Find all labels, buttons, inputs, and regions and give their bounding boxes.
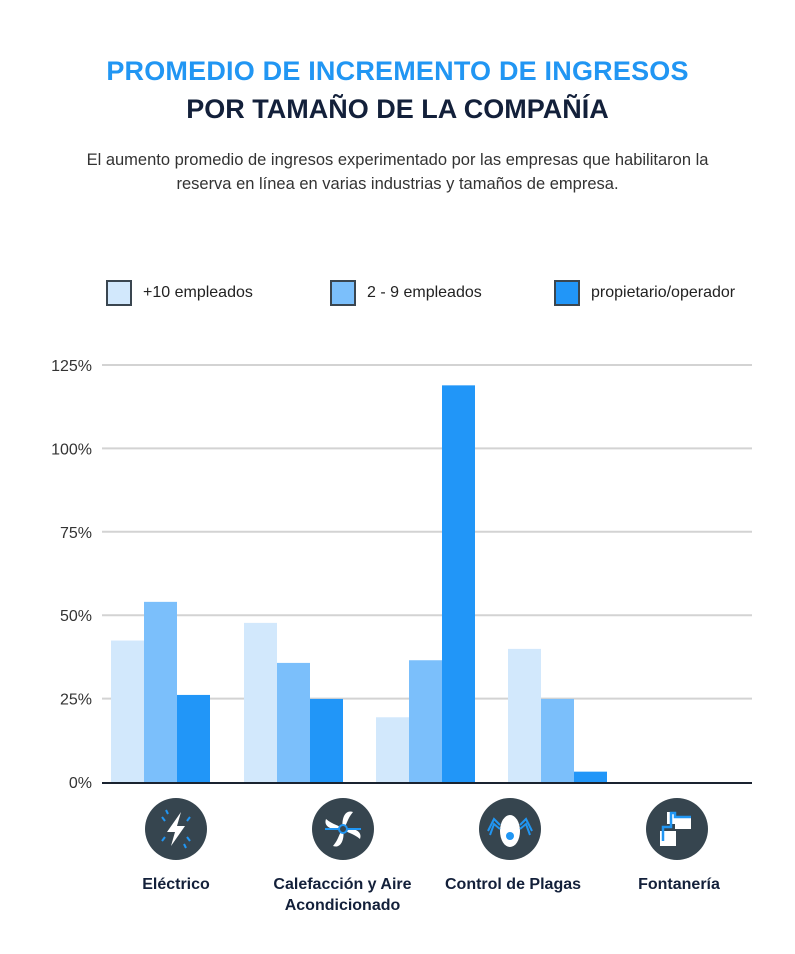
bar (376, 717, 409, 782)
bar (409, 660, 442, 782)
legend-label: propietario/operador (591, 284, 736, 301)
bar (144, 601, 177, 782)
legend-item-10-plus: +10 empleados (106, 280, 253, 306)
bar (310, 698, 343, 782)
y-tick-label: 100% (51, 441, 92, 458)
bar (244, 622, 277, 782)
subtitle: El aumento promedio de ingresos experime… (86, 151, 709, 193)
y-tick-label: 0% (69, 775, 92, 792)
category-label-fontaneria: Fontanería (638, 876, 720, 893)
bar (111, 640, 144, 782)
bar (442, 385, 475, 782)
y-tick-label: 25% (60, 692, 92, 709)
y-tick-label: 50% (60, 608, 92, 625)
bar (277, 662, 310, 782)
category-label-control-plagas: Control de Plagas (444, 876, 582, 893)
y-tick-label: 75% (60, 525, 92, 542)
legend-label: +10 empleados (143, 284, 253, 301)
title-line-2: POR TAMAÑO DE LA COMPAÑÍA (186, 94, 609, 124)
category-label-calefaccion: Calefacción y Aire Acondicionado (273, 876, 412, 914)
legend-item-owner: propietario/operador (554, 280, 735, 306)
bar (574, 771, 607, 782)
fan-icon (312, 798, 374, 860)
title-line-1: PROMEDIO DE INCREMENTO DE INGRESOS (106, 56, 689, 86)
y-tick-label: 125% (51, 358, 92, 375)
legend-label: 2 - 9 empleados (367, 284, 482, 301)
category-label-electrico: Eléctrico (142, 876, 210, 893)
legend-swatch (106, 280, 132, 306)
bug-icon (479, 798, 541, 860)
legend-swatch (330, 280, 356, 306)
pipe-icon (646, 798, 708, 860)
lightning-icon (145, 798, 207, 860)
bar (508, 648, 541, 782)
legend-item-2-9: 2 - 9 empleados (330, 280, 482, 306)
legend-swatch (554, 280, 580, 306)
bar (541, 698, 574, 782)
bar (177, 694, 210, 782)
